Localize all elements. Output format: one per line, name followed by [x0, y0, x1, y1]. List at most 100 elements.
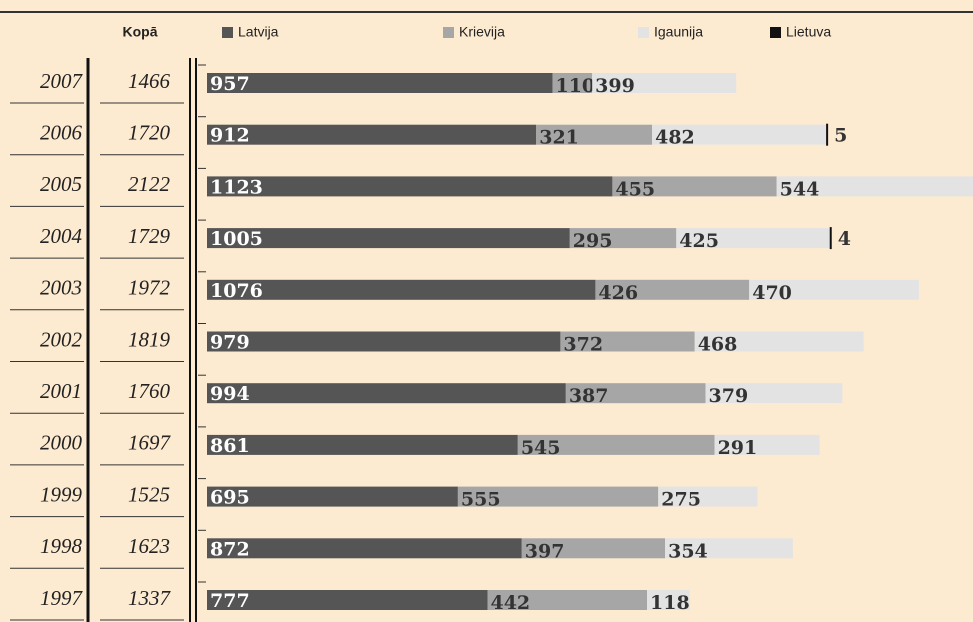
- value-label: 354: [668, 540, 708, 562]
- value-label: 397: [525, 540, 565, 562]
- year-label: 1997: [40, 586, 84, 610]
- legend-swatch: [222, 27, 233, 38]
- bar-segment: [207, 383, 566, 404]
- bar-segment: [207, 434, 518, 455]
- bar-segment: [207, 538, 522, 559]
- total-label: 2122: [128, 172, 171, 196]
- bar-segment: [647, 590, 690, 610]
- value-label: 442: [490, 592, 530, 614]
- total-label: 1623: [128, 534, 170, 558]
- bar-segment: [569, 228, 677, 249]
- bar-segment: [457, 486, 659, 507]
- value-label: 379: [709, 385, 749, 407]
- year-label: 2003: [40, 276, 82, 300]
- bar-segment: [207, 279, 596, 300]
- bar-segment: [487, 590, 648, 610]
- value-label: 110: [555, 75, 595, 97]
- value-label: 470: [752, 282, 792, 304]
- bar-segment: [207, 176, 613, 197]
- value-label: 387: [569, 385, 609, 407]
- legend-swatch: [638, 27, 649, 38]
- value-label: 399: [595, 75, 635, 97]
- legend-label: Krievija: [459, 24, 505, 40]
- bar-segment: [207, 331, 561, 352]
- year-label: 2000: [40, 431, 83, 455]
- total-label: 1525: [128, 482, 170, 506]
- value-label: 545: [521, 437, 561, 459]
- value-label: 979: [210, 332, 250, 354]
- value-label: 861: [210, 435, 250, 457]
- bar-segment: [207, 486, 458, 507]
- bar-segment: [521, 538, 666, 559]
- bar-segment: [652, 124, 827, 145]
- value-label: 1076: [210, 280, 263, 302]
- total-header: Kopā: [123, 24, 158, 40]
- total-label: 1466: [128, 69, 171, 93]
- year-label: 2004: [40, 224, 83, 248]
- value-label: 468: [698, 334, 738, 356]
- legend-label: Igaunija: [654, 24, 703, 40]
- total-label: 1697: [128, 431, 172, 455]
- bar-segment: [565, 383, 706, 404]
- bar-segment: [592, 73, 737, 93]
- value-label: 291: [718, 437, 758, 459]
- value-label: 455: [615, 178, 655, 200]
- total-label: 1337: [128, 586, 172, 610]
- value-label: 118: [650, 592, 690, 614]
- value-label: 5: [834, 125, 847, 147]
- bar-segment: [595, 279, 750, 300]
- bar-segment: [676, 228, 830, 249]
- value-label: 1123: [210, 176, 263, 198]
- value-label: 957: [210, 73, 250, 95]
- bar-segment: [612, 176, 777, 197]
- value-label: 295: [573, 230, 613, 252]
- year-label: 1999: [40, 482, 83, 506]
- year-label: 2001: [40, 379, 82, 403]
- value-label: 482: [655, 127, 695, 149]
- bar-segment: [826, 123, 829, 146]
- value-label: 321: [539, 127, 579, 149]
- bar-segment: [776, 176, 973, 197]
- bar-segment: [714, 434, 820, 455]
- legend-swatch: [443, 27, 454, 38]
- bar-segment: [536, 124, 653, 145]
- bar-segment: [207, 73, 553, 93]
- value-label: 372: [563, 334, 603, 356]
- year-label: 2006: [40, 121, 83, 145]
- value-label: 425: [679, 230, 719, 252]
- year-label: 2002: [40, 327, 83, 351]
- year-label: 1998: [40, 534, 83, 558]
- total-label: 1720: [128, 121, 171, 145]
- value-label: 426: [598, 282, 638, 304]
- year-label: 2005: [40, 172, 82, 196]
- value-label: 4: [838, 228, 851, 250]
- total-label: 1760: [128, 379, 171, 403]
- legend-label: Latvija: [238, 24, 279, 40]
- bar-segment: [749, 279, 919, 300]
- value-label: 555: [461, 489, 501, 511]
- bar-segment: [694, 331, 864, 352]
- year-label: 2007: [40, 69, 84, 93]
- bar-segment: [658, 486, 758, 507]
- total-label: 1972: [128, 276, 171, 300]
- value-label: 1005: [210, 228, 263, 250]
- total-label: 1729: [128, 224, 171, 248]
- bar-segment: [207, 590, 488, 610]
- bar-segment: [829, 227, 832, 250]
- bar-segment: [665, 538, 793, 559]
- legend-swatch: [770, 27, 781, 38]
- value-label: 695: [210, 487, 250, 509]
- value-label: 872: [210, 538, 250, 560]
- bar-segment: [705, 383, 843, 404]
- bar-segment: [560, 331, 695, 352]
- value-label: 994: [210, 383, 250, 405]
- value-label: 544: [780, 178, 820, 200]
- bar-segment: [517, 434, 715, 455]
- value-label: 275: [661, 489, 701, 511]
- bar-segment: [552, 73, 593, 93]
- total-label: 1819: [128, 327, 171, 351]
- value-label: 912: [210, 125, 250, 147]
- bar-segment: [207, 228, 570, 249]
